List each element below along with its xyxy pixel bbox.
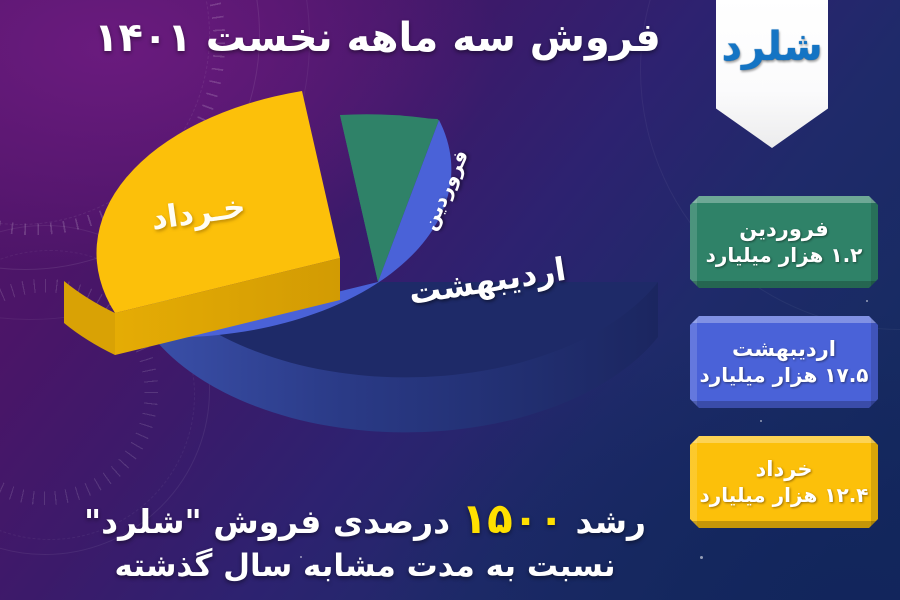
legend-item-khordad[interactable]: خرداد ۱۲.۴ هزار میلیارد	[690, 436, 878, 528]
caption: رشد ۱۵۰۰ درصدی فروش "شلرد" نسبت به مدت م…	[40, 493, 690, 586]
legend-value-label: ۱۷.۵ هزار میلیارد	[699, 362, 869, 387]
legend: فروردین ۱.۲ هزار میلیارد اردیبهشت ۱۷.۵ ه…	[688, 196, 878, 556]
ticker-pennant: شلرد	[716, 0, 828, 148]
pie-chart: خـرداد اردیبهشت فروردین	[18, 62, 678, 462]
legend-month-label: خرداد	[755, 457, 813, 482]
pie-slice-side-khordad	[115, 258, 340, 355]
growth-percent-value: ۱۵۰۰	[461, 493, 565, 543]
legend-item-farvardin[interactable]: فروردین ۱.۲ هزار میلیارد	[690, 196, 878, 288]
legend-value-label: ۱۲.۴ هزار میلیارد	[699, 482, 869, 507]
legend-month-label: فروردین	[739, 217, 829, 242]
pie-slice-top-ordibehesht	[153, 120, 452, 338]
legend-value-label: ۱.۲ هزار میلیارد	[705, 242, 863, 267]
pie-slice-side-khordad-depth	[64, 281, 115, 355]
pie-slice-top-khordad	[96, 91, 340, 313]
caption-line-2: نسبت به مدت مشابه سال گذشته	[114, 548, 616, 585]
caption-suffix: درصدی فروش "شلرد"	[83, 501, 450, 541]
pie-slice-khordad-group	[64, 91, 340, 355]
pie-slice-side-ordibehesht-depth	[153, 282, 658, 433]
caption-prefix: رشد	[575, 501, 647, 541]
ticker-symbol: شلرد	[721, 24, 823, 70]
sparkle-icon	[700, 556, 703, 559]
pie-slice-top-farvardin-arc	[340, 114, 439, 283]
pie-chart-svg	[64, 91, 658, 433]
legend-month-label: اردیبهشت	[732, 337, 836, 362]
caption-line-1: رشد ۱۵۰۰ درصدی فروش "شلرد"	[40, 493, 690, 544]
legend-item-ordibehesht[interactable]: اردیبهشت ۱۷.۵ هزار میلیارد	[690, 316, 878, 408]
page-title: فروش سه ماهه نخست ۱۴۰۱	[94, 15, 661, 61]
